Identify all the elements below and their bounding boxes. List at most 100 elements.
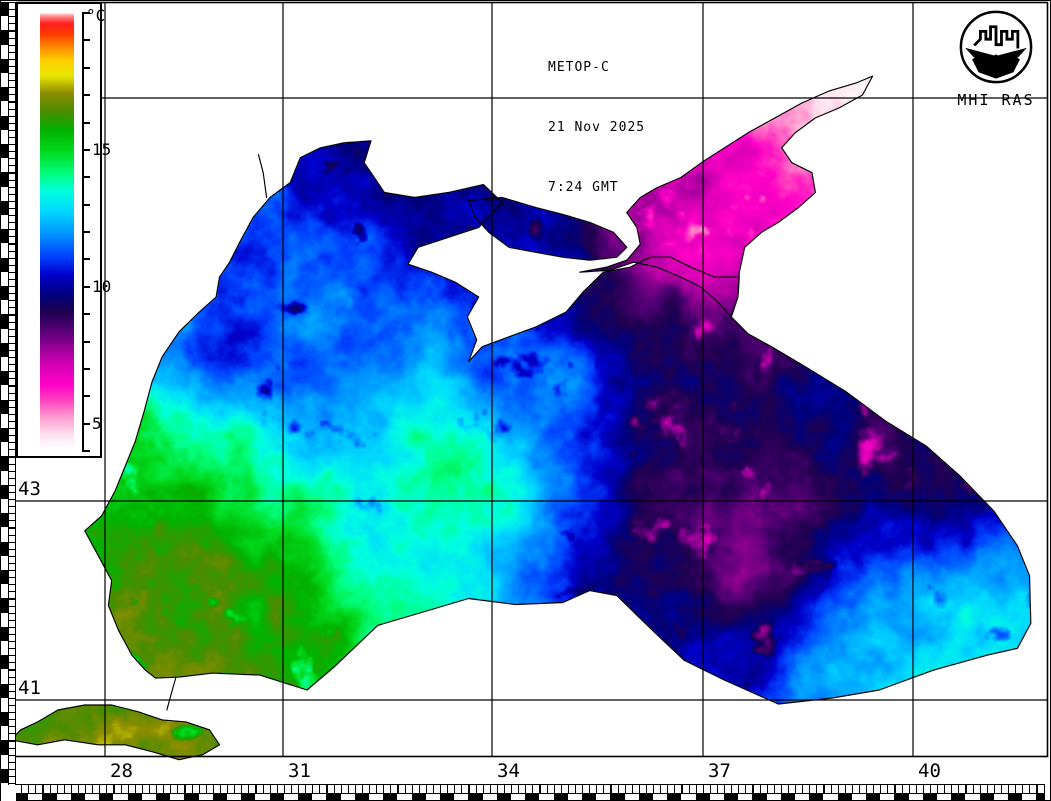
border-fine-tick-line xyxy=(610,785,612,793)
border-fine-tick xyxy=(8,144,16,150)
border-fine-tick-line xyxy=(603,785,605,793)
border-fine-tick xyxy=(383,785,390,793)
border-fine-tick xyxy=(8,87,16,94)
border-fine-tick xyxy=(482,785,489,793)
border-fine-tick-line xyxy=(8,364,16,366)
border-fine-tick xyxy=(944,785,950,793)
border-fine-tick-line xyxy=(8,385,16,387)
border-fine-tick-line xyxy=(28,785,30,793)
border-fine-tick-line xyxy=(1008,785,1010,793)
border-fine-tick-line xyxy=(965,785,967,793)
border-fine-tick xyxy=(298,785,304,793)
border-fine-tick xyxy=(8,584,16,591)
border-fine-tick xyxy=(447,785,453,793)
border-fine-tick xyxy=(8,101,16,108)
border-rule-left-inner xyxy=(8,2,10,785)
border-fine-tick-line xyxy=(731,785,733,793)
border-fine-tick-line xyxy=(8,392,16,394)
border-fine-tick xyxy=(134,785,141,793)
border-fine-tick-line xyxy=(8,378,16,380)
border-coarse-cell xyxy=(695,794,710,801)
border-fine-tick xyxy=(8,428,16,434)
border-fine-tick-line xyxy=(113,785,115,793)
border-fine-tick-line xyxy=(546,785,548,793)
border-fine-tick-line xyxy=(8,2,16,4)
border-fine-tick xyxy=(986,785,993,793)
border-fine-tick-line xyxy=(8,215,16,217)
border-fine-tick xyxy=(8,733,16,740)
border-coarse-cell xyxy=(0,626,8,641)
border-fine-tick-line xyxy=(8,676,16,678)
border-fine-tick-line xyxy=(8,428,16,430)
border-fine-tick-line xyxy=(589,785,591,793)
border-fine-tick-line xyxy=(99,785,101,793)
border-fine-tick-line xyxy=(8,754,16,756)
border-fine-tick xyxy=(440,785,446,793)
border-fine-tick-line xyxy=(972,785,974,793)
border-rule-far-left xyxy=(0,0,2,801)
border-fine-tick xyxy=(8,690,16,697)
border-fine-tick-line xyxy=(8,612,16,614)
border-fine-tick-line xyxy=(937,785,939,793)
border-fine-tick xyxy=(376,785,382,793)
border-fine-tick-line xyxy=(8,250,16,252)
border-fine-tick-line xyxy=(688,785,690,793)
institute-logo: MHI RAS xyxy=(944,8,1048,109)
border-fine-tick xyxy=(8,570,16,576)
border-fine-tick-line xyxy=(184,785,186,793)
border-fine-tick xyxy=(8,108,16,115)
border-fine-tick xyxy=(312,785,319,793)
border-fine-tick-line xyxy=(8,520,16,522)
border-fine-tick-line xyxy=(418,785,420,793)
border-coarse-cell xyxy=(212,794,227,801)
black-sea-coastline xyxy=(84,140,1032,705)
border-fine-tick-line xyxy=(127,785,129,793)
border-fine-tick-line xyxy=(8,293,16,295)
border-fine-tick-line xyxy=(8,783,16,785)
border-fine-tick-line xyxy=(8,470,16,472)
border-fine-tick-line xyxy=(369,785,371,793)
border-fine-tick-line xyxy=(8,286,16,288)
border-fine-tick xyxy=(8,23,16,30)
border-fine-tick-line xyxy=(674,785,676,793)
border-fine-tick xyxy=(8,754,16,761)
border-fine-tick xyxy=(432,785,439,793)
border-coarse-cell xyxy=(42,794,57,801)
border-fine-tick xyxy=(624,785,631,793)
border-fine-tick-line xyxy=(177,785,179,793)
border-fine-tick-line xyxy=(8,342,16,344)
border-fine-tick xyxy=(8,286,16,292)
border-fine-tick xyxy=(844,785,851,793)
border-fine-tick xyxy=(354,785,361,793)
border-fine-tick-line xyxy=(347,785,349,793)
border-fine-tick xyxy=(163,785,169,793)
border-fine-tick-line xyxy=(816,785,818,793)
colorbar-tick xyxy=(82,367,90,370)
border-fine-tick xyxy=(787,785,794,793)
border-fine-tick-line xyxy=(716,785,719,793)
border-coarse-cell xyxy=(525,794,540,801)
border-fine-tick-line xyxy=(8,435,16,437)
border-fine-tick xyxy=(8,129,16,136)
border-fine-tick-line xyxy=(8,775,16,778)
border-fine-tick xyxy=(8,136,16,143)
border-fine-tick xyxy=(35,785,42,793)
border-fine-tick xyxy=(553,785,560,793)
border-coarse-cell xyxy=(0,371,8,386)
border-fine-tick-line xyxy=(35,785,37,793)
border-fine-tick-line xyxy=(8,357,16,359)
border-fine-tick-line xyxy=(8,264,16,266)
border-fine-tick-line xyxy=(695,785,697,793)
border-fine-tick xyxy=(901,785,908,793)
border-fine-tick-line xyxy=(404,785,406,793)
border-fine-tick xyxy=(361,785,368,793)
border-fine-tick xyxy=(14,785,20,793)
border-fine-tick-line xyxy=(8,740,16,742)
border-fine-tick-line xyxy=(894,785,896,793)
border-fine-tick xyxy=(177,785,184,793)
border-fine-tick-line xyxy=(702,785,704,793)
border-fine-tick-line xyxy=(8,655,16,657)
border-fine-tick xyxy=(8,641,16,647)
border-fine-tick-line xyxy=(8,335,16,337)
border-fine-tick xyxy=(8,619,16,626)
